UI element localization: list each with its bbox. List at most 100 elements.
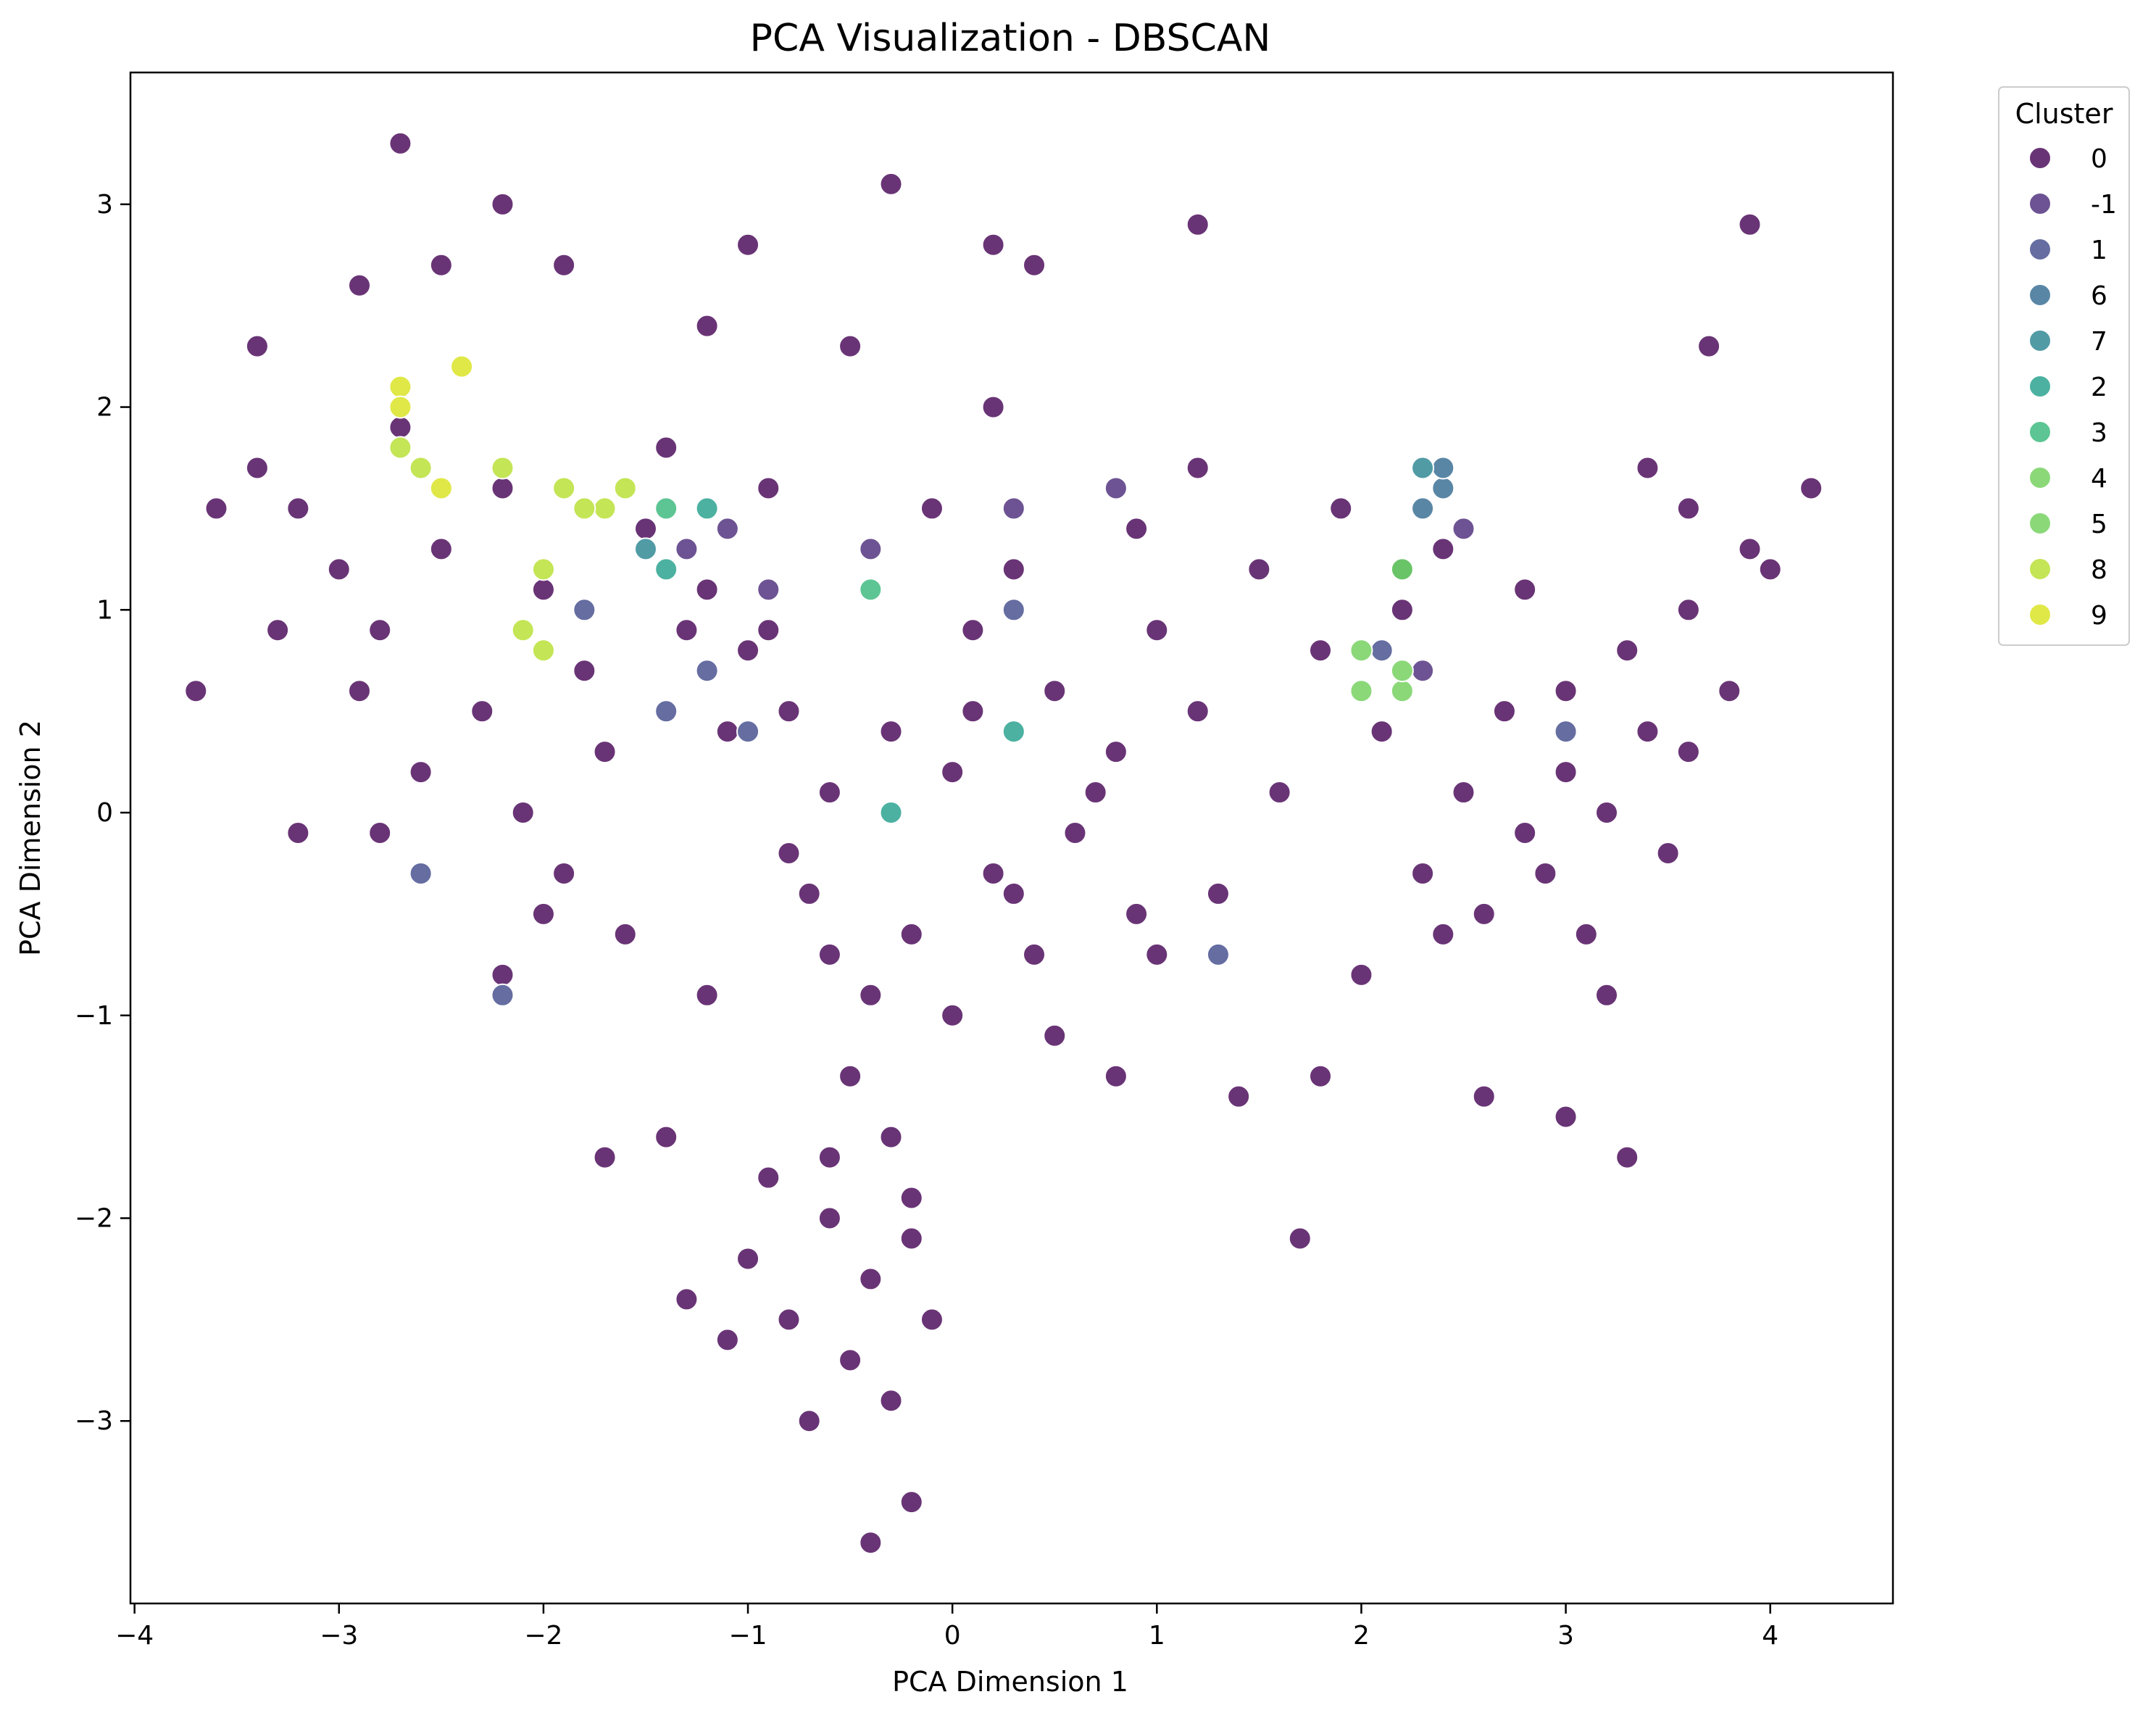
point-cluster-0-52 xyxy=(511,801,535,825)
point-cluster-0-132 xyxy=(245,334,269,358)
point-cluster-0-117 xyxy=(961,700,985,723)
legend-label-4: 7 xyxy=(2091,327,2107,357)
point-cluster-5-1 xyxy=(1349,639,1373,663)
point-cluster-0-62 xyxy=(1533,861,1557,885)
point-cluster-0-113 xyxy=(899,1186,923,1210)
point-cluster-0-73 xyxy=(1595,983,1619,1007)
point-cluster-0-130 xyxy=(429,253,453,277)
point-cluster-0-74 xyxy=(1718,679,1741,703)
point-cluster-0-25 xyxy=(736,1247,760,1271)
point-cluster-0-125 xyxy=(1472,1084,1496,1108)
legend-label-3: 6 xyxy=(2091,281,2107,311)
point-cluster-0-103 xyxy=(184,679,208,703)
point-cluster-0-106 xyxy=(531,902,555,926)
point-cluster-0-69 xyxy=(1554,679,1578,703)
point-cluster-0-102 xyxy=(1186,212,1210,236)
legend-marker-8 xyxy=(2028,512,2052,535)
y-tick-label-6: 3 xyxy=(96,190,113,220)
point-cluster-0-83 xyxy=(1206,881,1230,905)
point-cluster-0-65 xyxy=(1492,700,1516,723)
point-cluster-9-1 xyxy=(450,354,474,378)
point-cluster-1-2 xyxy=(491,983,515,1007)
point-cluster-0-90 xyxy=(1186,456,1210,480)
point-cluster-0-21 xyxy=(817,1206,841,1230)
point-cluster-0-13 xyxy=(838,1064,862,1088)
point-cluster-0-120 xyxy=(1370,720,1394,744)
legend-box xyxy=(1998,86,2130,646)
point-cluster-0-119 xyxy=(1125,902,1149,926)
point-cluster-neg1-2 xyxy=(715,517,739,541)
point-cluster-0-18 xyxy=(1145,618,1169,642)
y-tick-label-0: −3 xyxy=(75,1406,113,1436)
point-cluster-8-4 xyxy=(491,456,515,480)
point-cluster-0-108 xyxy=(593,1145,617,1169)
point-cluster-0-95 xyxy=(981,395,1005,419)
point-cluster-0-63 xyxy=(1636,720,1660,744)
point-cluster-0-48 xyxy=(593,740,617,764)
legend-marker-1 xyxy=(2028,192,2052,215)
point-cluster-1-0 xyxy=(654,700,678,723)
point-cluster-0-36 xyxy=(368,618,392,642)
legend-marker-2 xyxy=(2028,238,2052,261)
legend-marker-10 xyxy=(2028,603,2052,626)
legend-marker-9 xyxy=(2028,557,2052,581)
point-cluster-0-87 xyxy=(1349,963,1373,987)
point-cluster-0-66 xyxy=(1615,639,1639,663)
x-tick-label-1: −3 xyxy=(320,1621,358,1651)
plot-frame xyxy=(129,71,1894,1605)
point-cluster-0-14 xyxy=(941,1003,965,1027)
point-cluster-0-76 xyxy=(1799,476,1823,500)
point-cluster-1-1 xyxy=(409,861,433,885)
point-cluster-5-2 xyxy=(1390,557,1414,581)
point-cluster-0-46 xyxy=(633,517,657,541)
point-cluster-0-86 xyxy=(1309,1064,1333,1088)
x-tick-label-8: 4 xyxy=(1762,1621,1778,1651)
point-cluster-0-28 xyxy=(879,1389,903,1413)
point-cluster-0-51 xyxy=(266,618,290,642)
point-cluster-0-135 xyxy=(981,233,1005,257)
point-cluster-0-128 xyxy=(1758,557,1782,581)
point-cluster-0-82 xyxy=(1268,781,1291,805)
point-cluster-1-5 xyxy=(695,659,719,683)
point-cluster-0-55 xyxy=(654,436,678,460)
legend-label-8: 5 xyxy=(2091,510,2107,539)
point-cluster-0-71 xyxy=(1676,740,1700,764)
point-cluster-neg1-7 xyxy=(1104,476,1128,500)
point-cluster-0-79 xyxy=(1309,639,1333,663)
point-cluster-0-32 xyxy=(715,1328,739,1352)
point-cluster-0-6 xyxy=(961,618,985,642)
point-cluster-4-0 xyxy=(1349,679,1373,703)
point-cluster-0-85 xyxy=(1227,1084,1251,1108)
point-cluster-0-121 xyxy=(1431,922,1455,946)
point-cluster-9-3 xyxy=(429,476,453,500)
point-cluster-0-31 xyxy=(899,1490,923,1514)
point-cluster-neg1-3 xyxy=(1002,497,1025,520)
point-cluster-0-101 xyxy=(1023,253,1046,277)
y-tick-label-4: 1 xyxy=(96,595,113,625)
x-tick-label-7: 3 xyxy=(1557,1621,1574,1651)
point-cluster-0-126 xyxy=(1738,212,1762,236)
point-cluster-0-84 xyxy=(1145,942,1169,966)
point-cluster-0-4 xyxy=(1043,679,1067,703)
point-cluster-0-8 xyxy=(1063,821,1087,845)
point-cluster-0-58 xyxy=(777,841,801,865)
point-cluster-0-116 xyxy=(757,618,781,642)
legend-label-6: 3 xyxy=(2091,418,2107,448)
point-cluster-0-16 xyxy=(1023,942,1046,966)
point-cluster-0-9 xyxy=(859,983,883,1007)
point-cluster-0-54 xyxy=(552,861,576,885)
point-cluster-0-29 xyxy=(797,1409,821,1433)
point-cluster-0-93 xyxy=(1513,578,1537,602)
x-tick-label-3: −1 xyxy=(729,1621,767,1651)
point-cluster-0-23 xyxy=(777,1308,801,1332)
point-cluster-0-35 xyxy=(327,557,351,581)
chart-title: PCA Visualization - DBSCAN xyxy=(750,17,1271,60)
point-cluster-0-118 xyxy=(817,942,841,966)
point-cluster-2-2 xyxy=(1002,720,1025,744)
legend-label-10: 9 xyxy=(2091,601,2107,631)
point-cluster-8-5 xyxy=(531,557,555,581)
y-tick-label-2: −1 xyxy=(75,1001,113,1031)
legend-marker-0 xyxy=(2028,146,2052,170)
point-cluster-neg1-5 xyxy=(859,537,883,561)
